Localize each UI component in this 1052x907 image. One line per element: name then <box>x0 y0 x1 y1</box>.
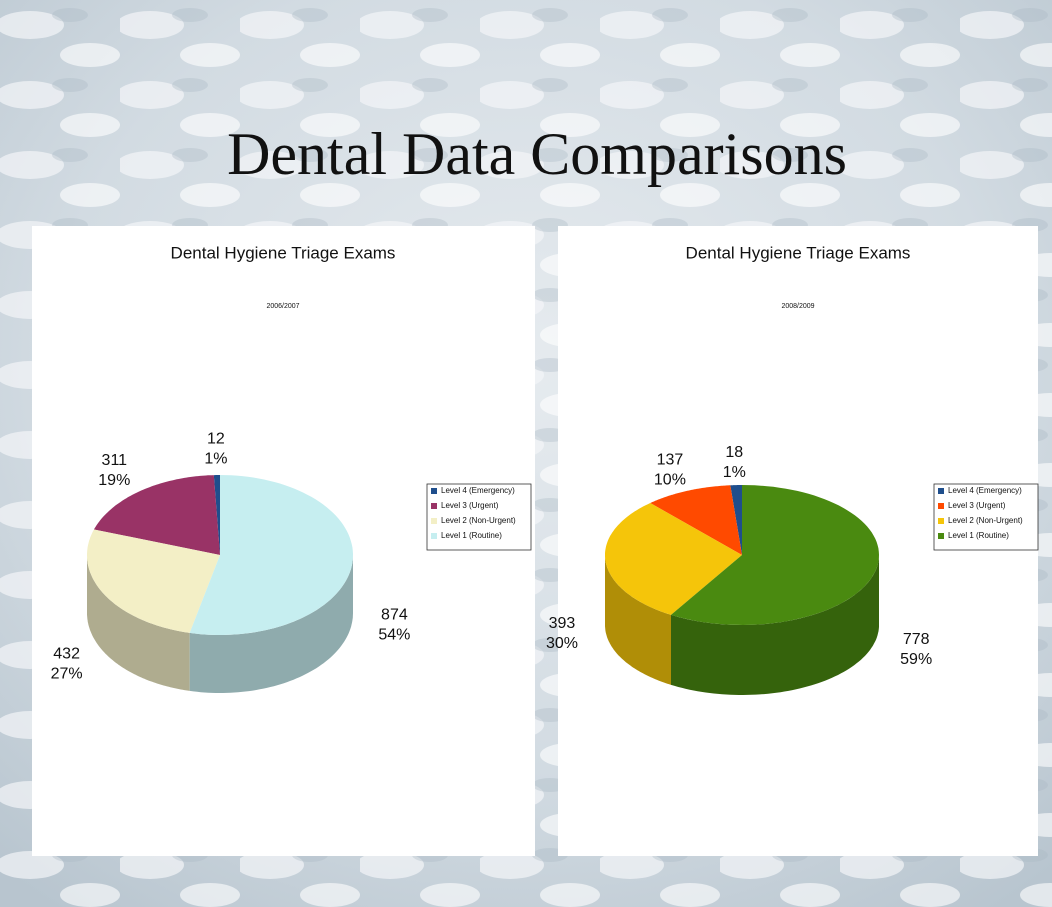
data-label: 778 <box>903 631 930 648</box>
legend-label: Level 1 (Routine) <box>441 531 502 540</box>
legend-swatch <box>431 488 437 494</box>
legend-label: Level 3 (Urgent) <box>441 501 499 510</box>
data-label-percent: 10% <box>654 471 686 488</box>
data-label: 874 <box>381 606 408 623</box>
legend-label: Level 4 (Emergency) <box>441 486 515 495</box>
legend-swatch <box>431 503 437 509</box>
data-label: 432 <box>53 646 80 663</box>
legend-swatch <box>938 488 944 494</box>
legend-label: Level 1 (Routine) <box>948 531 1009 540</box>
data-label-percent: 30% <box>546 635 578 652</box>
legend-swatch <box>938 518 944 524</box>
data-label-percent: 1% <box>723 464 746 481</box>
chart-title: Dental Hygiene Triage Exams <box>686 243 911 262</box>
legend-label: Level 2 (Non-Urgent) <box>948 516 1023 525</box>
legend-label: Level 3 (Urgent) <box>948 501 1006 510</box>
data-label: 18 <box>725 444 743 461</box>
slide: Dental Data Comparisons Dental Hygiene T… <box>0 0 1052 907</box>
chart-subtitle: 2008/2009 <box>781 303 814 310</box>
chart-subtitle: 2006/2007 <box>266 303 299 310</box>
data-label-percent: 54% <box>378 626 410 643</box>
data-label-percent: 1% <box>204 451 227 468</box>
legend-swatch <box>431 533 437 539</box>
legend-swatch <box>431 518 437 524</box>
legend-label: Level 4 (Emergency) <box>948 486 1022 495</box>
chart-title: Dental Hygiene Triage Exams <box>171 243 396 262</box>
data-label: 311 <box>102 452 128 469</box>
legend-label: Level 2 (Non-Urgent) <box>441 516 516 525</box>
data-label-percent: 59% <box>900 651 932 668</box>
legend-swatch <box>938 503 944 509</box>
legend-swatch <box>938 533 944 539</box>
data-label: 393 <box>549 615 576 632</box>
data-label: 137 <box>657 451 684 468</box>
data-label: 12 <box>207 431 225 448</box>
slide-title: Dental Data Comparisons <box>227 121 847 187</box>
data-label-percent: 19% <box>98 472 130 489</box>
data-label-percent: 27% <box>51 666 83 683</box>
